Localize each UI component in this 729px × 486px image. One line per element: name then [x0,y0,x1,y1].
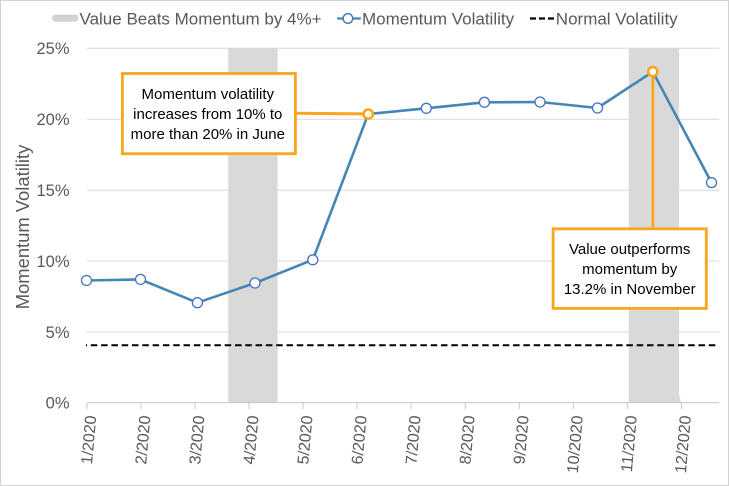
svg-text:9/2020: 9/2020 [511,415,532,465]
svg-text:5%: 5% [46,324,70,342]
svg-text:10%: 10% [36,253,69,271]
svg-text:momentum by: momentum by [582,261,678,278]
svg-text:25%: 25% [36,40,69,58]
svg-text:13.2% in November: 13.2% in November [564,281,696,298]
svg-text:more than 20% in June: more than 20% in June [131,126,285,143]
svg-text:0%: 0% [46,395,70,413]
svg-text:8/2020: 8/2020 [457,415,478,465]
svg-text:Momentum volatility: Momentum volatility [142,86,275,103]
svg-text:1/2020: 1/2020 [79,415,100,465]
svg-text:11/2020: 11/2020 [619,415,641,473]
svg-text:12/2020: 12/2020 [673,415,695,474]
svg-text:6/2020: 6/2020 [349,415,370,465]
svg-text:Momentum Volatility: Momentum Volatility [362,10,515,29]
svg-text:Normal Volatility: Normal Volatility [556,10,678,29]
svg-text:2/2020: 2/2020 [133,415,154,465]
svg-text:10/2020: 10/2020 [565,415,587,474]
svg-text:20%: 20% [36,111,69,129]
svg-text:Momentum Volatility: Momentum Volatility [12,144,33,309]
svg-text:5/2020: 5/2020 [295,415,316,465]
svg-text:15%: 15% [36,182,69,200]
svg-text:3/2020: 3/2020 [187,415,208,465]
svg-text:4/2020: 4/2020 [241,415,262,465]
svg-text:7/2020: 7/2020 [403,415,424,465]
svg-text:Value Beats Momentum by 4%+: Value Beats Momentum by 4%+ [80,10,322,29]
svg-text:increases from 10% to: increases from 10% to [133,106,282,123]
svg-text:Value outperforms: Value outperforms [569,241,690,258]
